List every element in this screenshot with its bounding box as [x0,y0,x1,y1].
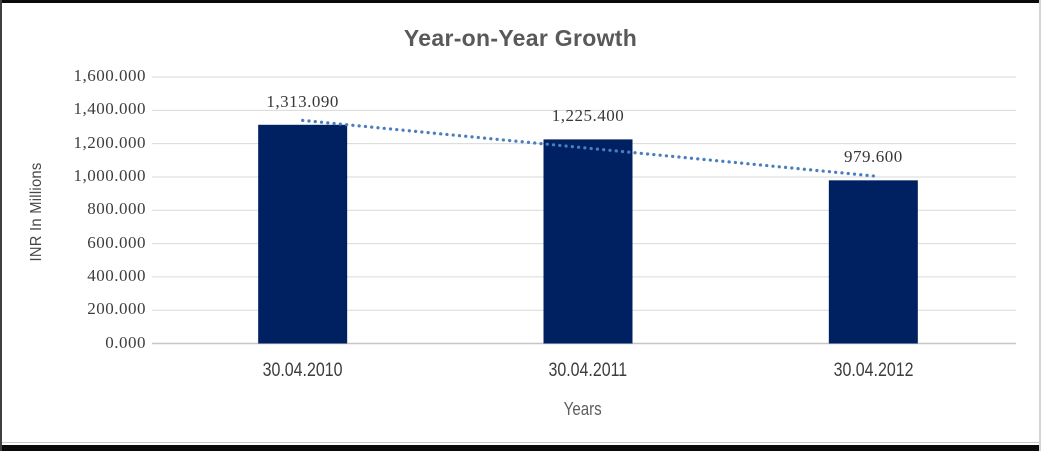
frame-border-top [0,0,1041,3]
bar [828,180,918,344]
y-tick-label: 0.000 [105,332,146,352]
x-axis-title: Years [160,399,1006,420]
x-tick-label: 30.04.2011 [498,360,678,382]
y-tick-label: 1,000.000 [73,165,146,185]
bar-data-label: 979.600 [843,147,903,167]
x-tick-label-text: 30.04.2012 [833,360,914,381]
bar [543,139,633,344]
y-tick-label: 400.000 [87,265,146,285]
y-tick-label: 1,400.000 [73,99,146,119]
trendline [301,118,875,178]
frame-border-inner-line [0,442,1041,443]
bar [258,124,348,344]
y-tick-label: 1,600.000 [73,66,146,85]
x-axis-title-text: Years [563,399,603,419]
y-tick-label: 200.000 [87,299,146,319]
frame-border-left [0,0,2,451]
y-tick-label: 800.000 [87,199,146,219]
x-tick-label-text: 30.04.2011 [548,360,628,381]
bar-data-label: 1,313.090 [266,91,339,111]
chart-title: Year-on-Year Growth [403,25,638,51]
bar-data-label: 1,225.400 [551,106,625,126]
y-tick-label: 600.000 [87,232,146,252]
frame-border-right [1039,0,1041,451]
x-tick-label-text: 30.04.2010 [262,360,343,381]
frame-border-bottom [0,445,1041,451]
y-tick-label: 1,200.000 [73,132,146,152]
x-tick-label: 30.04.2010 [213,360,393,382]
x-tick-label: 30.04.2012 [783,360,963,382]
